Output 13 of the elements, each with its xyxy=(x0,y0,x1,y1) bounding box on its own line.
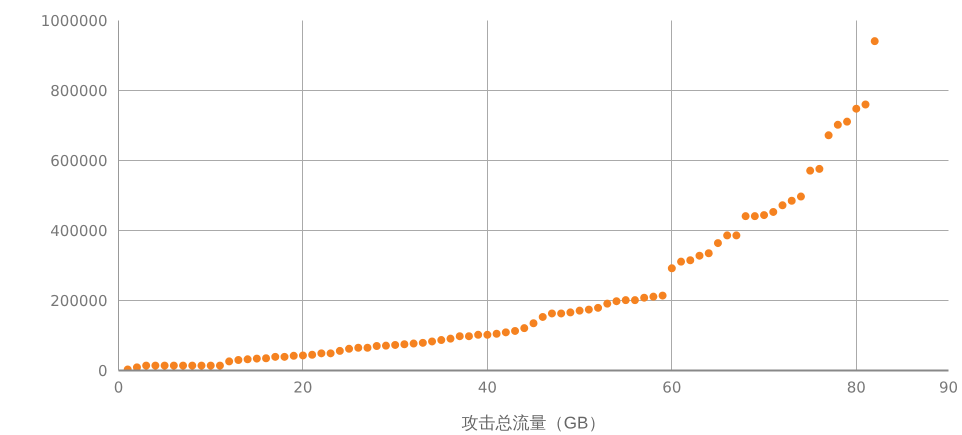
y-tick-label: 1000000 xyxy=(40,12,108,30)
x-tick-label: 90 xyxy=(938,378,958,396)
x-axis-title: 攻击总流量（GB） xyxy=(462,414,606,432)
x-tick-label: 60 xyxy=(662,378,682,396)
x-tick-label: 20 xyxy=(293,378,312,396)
y-tick-label: 400000 xyxy=(50,222,108,240)
y-tick-label: 800000 xyxy=(50,82,108,100)
x-tick-label: 80 xyxy=(846,378,866,396)
y-tick-label: 200000 xyxy=(50,292,108,310)
x-tick-label: 0 xyxy=(114,378,124,396)
y-tick-label: 0 xyxy=(98,362,108,380)
y-tick-label: 600000 xyxy=(50,152,108,170)
x-tick-label: 40 xyxy=(478,378,497,396)
